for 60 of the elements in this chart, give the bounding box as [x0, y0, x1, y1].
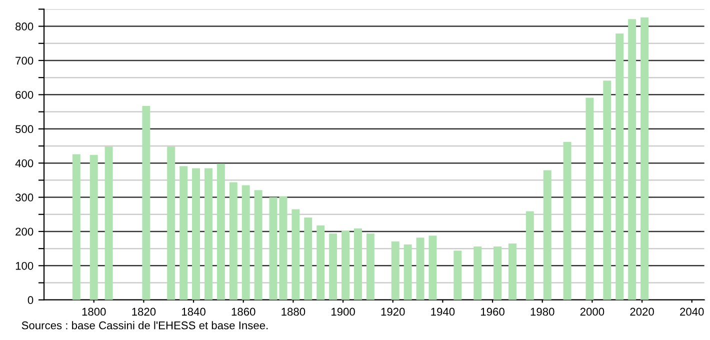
bar [354, 228, 362, 300]
y-tick-label: 700 [16, 56, 34, 65]
bar [603, 80, 612, 300]
x-tick-label: 1860 [232, 308, 256, 316]
bar [167, 146, 176, 300]
source-note: Sources : base Cassini de l'EHESS et base Insee. [22, 321, 268, 330]
bar [104, 146, 113, 300]
x-tick-label: 1800 [82, 308, 106, 316]
bar [508, 243, 516, 300]
bar [474, 246, 482, 300]
x-tick-label: 1920 [381, 308, 405, 316]
bar [428, 236, 437, 300]
bar [526, 211, 534, 300]
x-tick-label: 2020 [630, 308, 654, 316]
bar [269, 197, 278, 300]
bar [292, 209, 300, 300]
bar [416, 238, 424, 300]
bar [180, 166, 188, 300]
y-tick-label: 0 [28, 296, 34, 304]
x-tick-label: 2000 [580, 308, 604, 316]
y-tick-label: 500 [16, 125, 34, 134]
bar [640, 17, 649, 300]
x-tick-label: 1980 [530, 308, 554, 316]
bar [586, 98, 594, 300]
bar [279, 196, 288, 300]
bar [304, 217, 312, 300]
bar [628, 19, 636, 300]
bar [204, 168, 212, 300]
bar [192, 168, 200, 300]
y-tick-label: 800 [16, 22, 34, 30]
y-tick-label: 100 [16, 262, 34, 270]
bar [391, 241, 400, 300]
bar [142, 106, 150, 300]
bar [242, 185, 250, 300]
x-tick-label: 1900 [332, 308, 355, 316]
bar [404, 244, 412, 300]
x-tick-label: 2040 [680, 308, 704, 316]
y-tick-label: 400 [15, 159, 34, 168]
bar [329, 234, 338, 300]
bar [342, 230, 350, 300]
bar [72, 154, 80, 300]
x-tick-label: 1940 [431, 308, 455, 316]
bar [254, 190, 262, 300]
bar [229, 182, 238, 300]
bar [494, 246, 502, 300]
bar [216, 164, 225, 300]
bar [90, 154, 98, 300]
bar [366, 234, 374, 300]
bar [563, 142, 572, 300]
bar [543, 170, 552, 300]
bar [454, 250, 462, 300]
bar [316, 225, 325, 300]
x-tick-label: 1960 [481, 308, 504, 316]
y-tick-label: 200 [16, 228, 34, 236]
y-tick-label: 300 [15, 194, 34, 202]
bar [616, 33, 624, 300]
y-tick-label: 600 [16, 90, 34, 99]
x-tick-label: 1880 [282, 308, 306, 316]
x-tick-label: 1840 [182, 308, 206, 316]
x-tick-label: 1820 [132, 308, 156, 316]
